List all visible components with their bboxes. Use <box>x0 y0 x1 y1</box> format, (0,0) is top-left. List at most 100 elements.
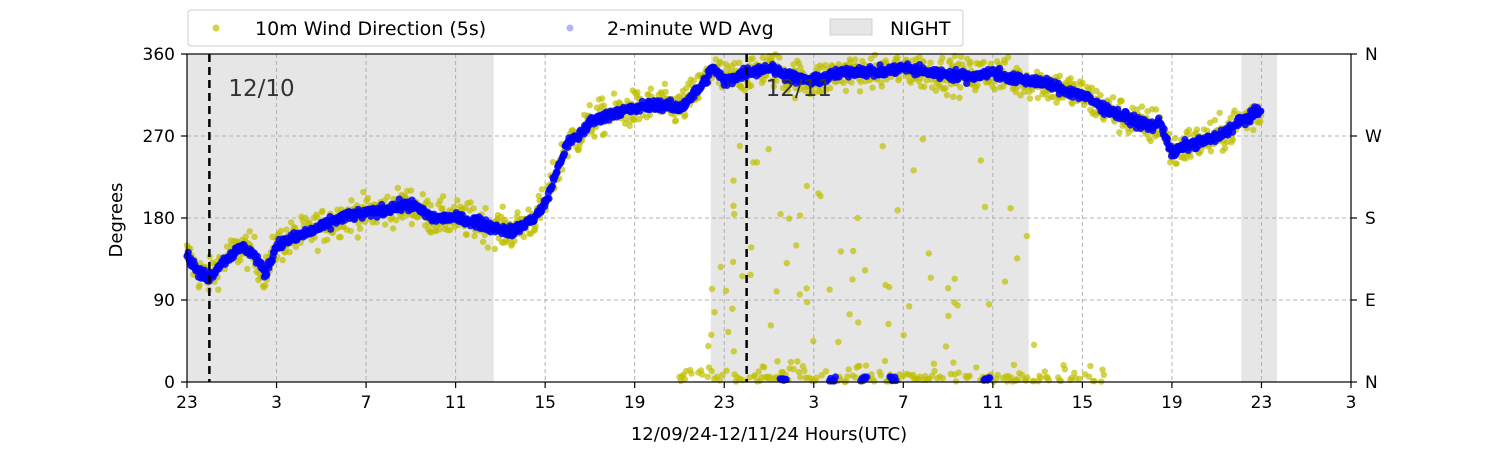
wind-5s-point <box>394 184 401 192</box>
wind-5s-point <box>424 197 431 204</box>
wind-5s-point <box>501 216 509 224</box>
wind-5s-point <box>736 142 744 150</box>
wind-5s-point <box>1257 118 1264 125</box>
wind-5s-point <box>852 374 859 381</box>
wind-5s-point <box>1071 369 1078 376</box>
wind-5s-point <box>795 368 803 376</box>
wind-5s-point <box>916 54 923 61</box>
wind-5s-point <box>520 233 528 241</box>
wind-5s-point <box>408 220 416 228</box>
wind-5s-point <box>774 358 781 365</box>
wind-5s-point <box>1187 153 1194 160</box>
wind-5s-point <box>708 331 715 338</box>
y-right-tick-label: N <box>1365 373 1378 393</box>
wind-5s-point <box>861 267 869 274</box>
wind-5s-point <box>1026 95 1034 102</box>
wind-5s-point <box>797 373 804 381</box>
wind-5s-point <box>246 228 253 235</box>
wind-5s-point <box>491 245 499 253</box>
wind-5s-point <box>356 225 364 232</box>
wind-5s-point <box>785 215 793 222</box>
wind-5s-point <box>813 374 820 381</box>
wind-5s-point <box>943 91 951 99</box>
wind-5s-point <box>957 53 965 60</box>
x-tick-label: 23 <box>1251 393 1273 413</box>
wind-5s-point <box>794 358 801 365</box>
wind-5s-point <box>314 247 321 255</box>
wind-5s-point <box>719 371 726 379</box>
wind-5s-point <box>586 101 593 109</box>
wind-5s-point <box>869 84 876 91</box>
wind-5s-point <box>348 197 355 204</box>
wind-5s-point <box>796 291 803 298</box>
wind-5s-point <box>939 375 946 382</box>
legend-marker-2min <box>566 24 574 32</box>
wind-5s-point <box>682 85 690 92</box>
wind-5s-point <box>1116 129 1123 136</box>
wind-2min-point <box>560 150 569 158</box>
wind-5s-point <box>237 257 244 264</box>
y-axis-label: Degrees <box>106 183 127 258</box>
wind-5s-point <box>1118 97 1125 105</box>
wind-5s-point <box>770 83 777 90</box>
wind-5s-point <box>347 227 354 235</box>
x-tick-label: 15 <box>1072 393 1094 413</box>
wind-5s-point <box>931 367 938 375</box>
wind-2min-point <box>782 375 790 384</box>
wind-5s-point <box>634 89 641 96</box>
wind-5s-point <box>1231 107 1238 114</box>
day-markers: 12/10 12/11 <box>208 54 832 382</box>
wind-5s-point <box>928 372 936 379</box>
wind-5s-point <box>835 60 842 68</box>
wind-5s-point <box>729 305 736 312</box>
wind-5s-point <box>484 244 491 251</box>
wind-5s-point <box>681 376 688 383</box>
wind-5s-point <box>776 54 783 61</box>
wind-2min-point <box>1160 125 1168 133</box>
wind-5s-point <box>973 364 980 371</box>
wind-5s-point <box>1001 59 1009 66</box>
y-right-tick-label: E <box>1365 291 1376 311</box>
y-tick-label: 90 <box>153 291 175 311</box>
wind-5s-point <box>1207 148 1215 155</box>
wind-5s-point <box>1097 92 1104 99</box>
wind-5s-point <box>704 373 711 380</box>
wind-5s-point <box>1109 94 1117 101</box>
wind-5s-point <box>739 273 746 280</box>
y-tick-label: 360 <box>143 45 175 65</box>
wind-5s-point <box>626 122 633 130</box>
wind-5s-point <box>1229 136 1237 144</box>
wind-5s-point <box>723 367 730 374</box>
wind-5s-point <box>747 271 754 278</box>
y-axis-ticks: 0 90 180 270 360 <box>143 45 187 393</box>
wind-5s-point <box>741 87 748 94</box>
wind-5s-point <box>447 226 454 233</box>
wind-5s-point <box>946 57 954 64</box>
wind-5s-point <box>854 214 861 222</box>
wind-5s-point <box>1216 109 1223 117</box>
wind-5s-point <box>950 359 957 366</box>
wind-5s-point <box>777 210 784 218</box>
wind-5s-point <box>850 247 857 255</box>
wind-5s-point <box>292 243 300 251</box>
wind-5s-point <box>1021 88 1028 95</box>
wind-5s-point <box>846 311 853 318</box>
wind-5s-point <box>810 337 817 345</box>
wind-5s-point <box>803 182 811 190</box>
wind-5s-point <box>857 78 864 86</box>
wind-5s-point <box>384 193 391 200</box>
wind-5s-point <box>950 93 957 101</box>
wind-5s-point <box>956 94 963 101</box>
wind-5s-point <box>549 158 557 166</box>
wind-5s-point <box>354 234 361 241</box>
wind-5s-point <box>773 77 780 84</box>
wind-5s-point <box>1013 255 1021 262</box>
wind-5s-point <box>662 88 669 96</box>
wind-5s-point <box>852 56 859 63</box>
wind-5s-point <box>748 244 755 251</box>
wind-5s-point <box>399 214 406 221</box>
grid-lines <box>187 54 1351 382</box>
wind-5s-point <box>514 209 521 216</box>
x-tick-label: 3 <box>808 393 819 413</box>
